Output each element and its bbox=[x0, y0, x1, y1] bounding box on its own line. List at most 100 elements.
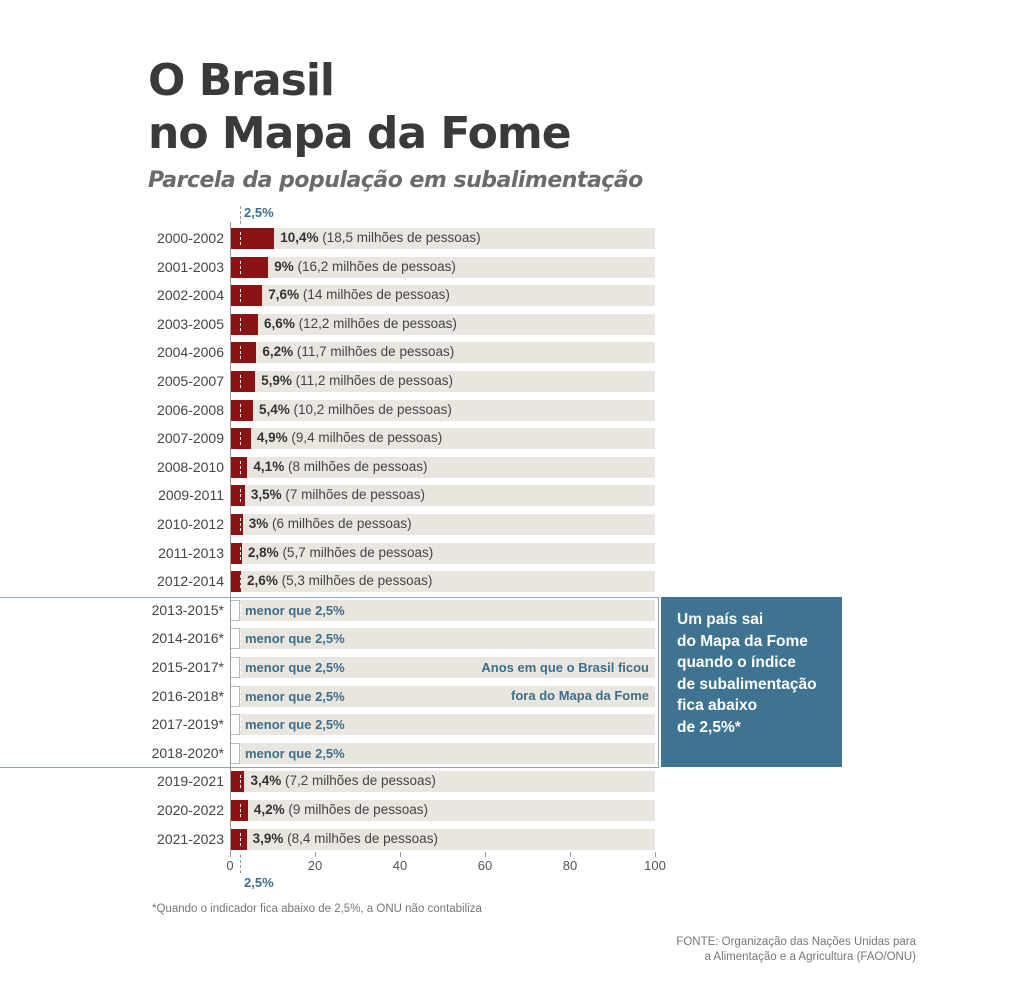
threshold-dash bbox=[240, 832, 241, 846]
category-label: 2007-2009 bbox=[157, 430, 224, 447]
below-threshold-label: menor que 2,5% bbox=[245, 631, 345, 647]
percent-value: 7,6% bbox=[268, 287, 300, 303]
below-threshold-label: menor que 2,5% bbox=[245, 745, 345, 761]
x-tick-label: 100 bbox=[644, 858, 666, 873]
category-label: 2003-2005 bbox=[157, 315, 224, 332]
category-label: 2021-2023 bbox=[157, 830, 224, 847]
value-label: 6,6% (12,2 milhões de pessoas) bbox=[264, 316, 457, 331]
category-label: 2012-2014 bbox=[157, 573, 224, 590]
category-label: 2020-2022 bbox=[157, 802, 224, 818]
threshold-dash bbox=[240, 289, 241, 303]
data-bar bbox=[230, 228, 275, 249]
x-tick-mark bbox=[400, 852, 401, 857]
background-bar bbox=[230, 599, 655, 621]
people-count: (11,7 milhões de pessoas) bbox=[296, 344, 455, 360]
category-label: 2015-2017* bbox=[151, 659, 224, 675]
data-bar-below-threshold bbox=[230, 685, 240, 707]
value-label: 4,2% (9 milhões de pessoas) bbox=[254, 802, 428, 817]
value-label: 3,9% (8,4 milhões de pessoas) bbox=[253, 831, 438, 846]
background-bar bbox=[230, 714, 655, 736]
x-tick-label: 40 bbox=[392, 858, 408, 873]
category-label: 2014-2016* bbox=[151, 630, 224, 647]
people-count: (18,5 milhões de pessoas) bbox=[322, 230, 481, 245]
data-bar-below-threshold bbox=[230, 657, 240, 678]
people-count: (12,2 milhões de pessoas) bbox=[298, 315, 457, 331]
data-bar-below-threshold bbox=[230, 599, 240, 621]
people-count: (9 milhões de pessoas) bbox=[288, 802, 428, 817]
threshold-label-top: 2,5% bbox=[244, 205, 274, 220]
value-label: 3,5% (7 milhões de pessoas) bbox=[251, 487, 425, 502]
threshold-dash bbox=[240, 546, 241, 560]
category-label: 2010-2012 bbox=[157, 516, 224, 532]
box-text-line: de 2,5%* bbox=[677, 718, 741, 736]
title-line-1: O Brasil bbox=[148, 55, 335, 106]
value-label: 3% (6 milhões de pessoas) bbox=[249, 516, 412, 531]
data-bar bbox=[230, 371, 256, 392]
percent-value: 6,6% bbox=[264, 315, 295, 331]
data-bar bbox=[230, 800, 248, 821]
x-tick-label: 80 bbox=[562, 858, 578, 873]
data-bar bbox=[230, 514, 243, 535]
below-threshold-label: menor que 2,5% bbox=[245, 717, 345, 733]
background-bar bbox=[230, 342, 655, 364]
category-label: 2017-2019* bbox=[151, 716, 224, 733]
footnote: *Quando o indicador fica abaixo de 2,5%,… bbox=[152, 903, 482, 915]
annotation-line-1: Anos em que o Brasil ficou bbox=[481, 660, 649, 675]
threshold-dash bbox=[240, 718, 241, 732]
percent-value: 4,1% bbox=[253, 458, 285, 474]
category-label: 2000-2002 bbox=[157, 230, 224, 246]
percent-value: 3,5% bbox=[250, 487, 282, 503]
value-label: 6,2% (11,7 milhões de pessoas) bbox=[262, 344, 454, 359]
percent-value: 6,2% bbox=[262, 344, 294, 360]
people-count: (7 milhões de pessoas) bbox=[285, 487, 425, 503]
source-line-2: a Alimentação e a Agricultura (FAO/ONU) bbox=[704, 951, 916, 963]
data-bar bbox=[230, 456, 248, 478]
category-label: 2001-2003 bbox=[157, 258, 224, 275]
x-tick-label: 0 bbox=[226, 858, 234, 873]
background-bar bbox=[230, 685, 655, 707]
threshold-dash bbox=[240, 603, 241, 617]
value-label: 2,6% (5,3 milhões de pessoas) bbox=[247, 573, 432, 588]
data-bar-below-threshold bbox=[230, 714, 240, 736]
data-bar bbox=[230, 828, 247, 850]
threshold-dash bbox=[240, 317, 241, 331]
subtitle: Parcela da população em subalimentação bbox=[148, 168, 643, 193]
x-tick-mark bbox=[485, 852, 486, 857]
background-bar bbox=[230, 228, 655, 249]
x-tick-label: 60 bbox=[477, 858, 493, 873]
box-text-line: fica abaixo bbox=[677, 697, 758, 714]
data-bar bbox=[230, 485, 245, 507]
percent-value: 4,9% bbox=[256, 430, 288, 446]
threshold-dash bbox=[240, 746, 241, 760]
box-text-line: do Mapa da Fome bbox=[677, 632, 808, 650]
percent-value: 4,2% bbox=[253, 802, 285, 817]
box-text-line: Um país sai bbox=[677, 611, 764, 628]
threshold-dash bbox=[240, 804, 241, 817]
people-count: (9,4 milhões de pessoas) bbox=[291, 430, 443, 446]
category-label: 2016-2018* bbox=[151, 687, 224, 704]
threshold-dash bbox=[240, 432, 241, 446]
data-bar bbox=[230, 571, 242, 593]
background-bar bbox=[230, 828, 655, 850]
threshold-dash bbox=[240, 689, 241, 703]
threshold-dash bbox=[240, 489, 241, 503]
y-axis-line bbox=[230, 222, 231, 852]
highlight-region bbox=[0, 597, 659, 768]
data-bar bbox=[230, 399, 253, 421]
value-label: 3,4% (7,2 milhões de pessoas) bbox=[250, 773, 435, 788]
people-count: (16,2 milhões de pessoas) bbox=[297, 258, 456, 274]
background-bar bbox=[230, 742, 655, 764]
background-bar bbox=[230, 485, 655, 507]
threshold-dash bbox=[240, 661, 241, 674]
threshold-dash bbox=[240, 518, 241, 531]
background-bar bbox=[230, 657, 655, 678]
background-bar bbox=[230, 456, 655, 478]
category-label: 2006-2008 bbox=[157, 401, 224, 418]
people-count: (10,2 milhões de pessoas) bbox=[293, 401, 452, 417]
value-label: 10,4% (18,5 milhões de pessoas) bbox=[280, 230, 480, 245]
people-count: (7,2 milhões de pessoas) bbox=[284, 773, 436, 789]
annotation-line-2: fora do Mapa da Fome bbox=[511, 688, 649, 703]
background-bar bbox=[230, 571, 655, 593]
category-label: 2009-2011 bbox=[158, 487, 224, 504]
box-text-line: de subalimentação bbox=[677, 675, 817, 693]
